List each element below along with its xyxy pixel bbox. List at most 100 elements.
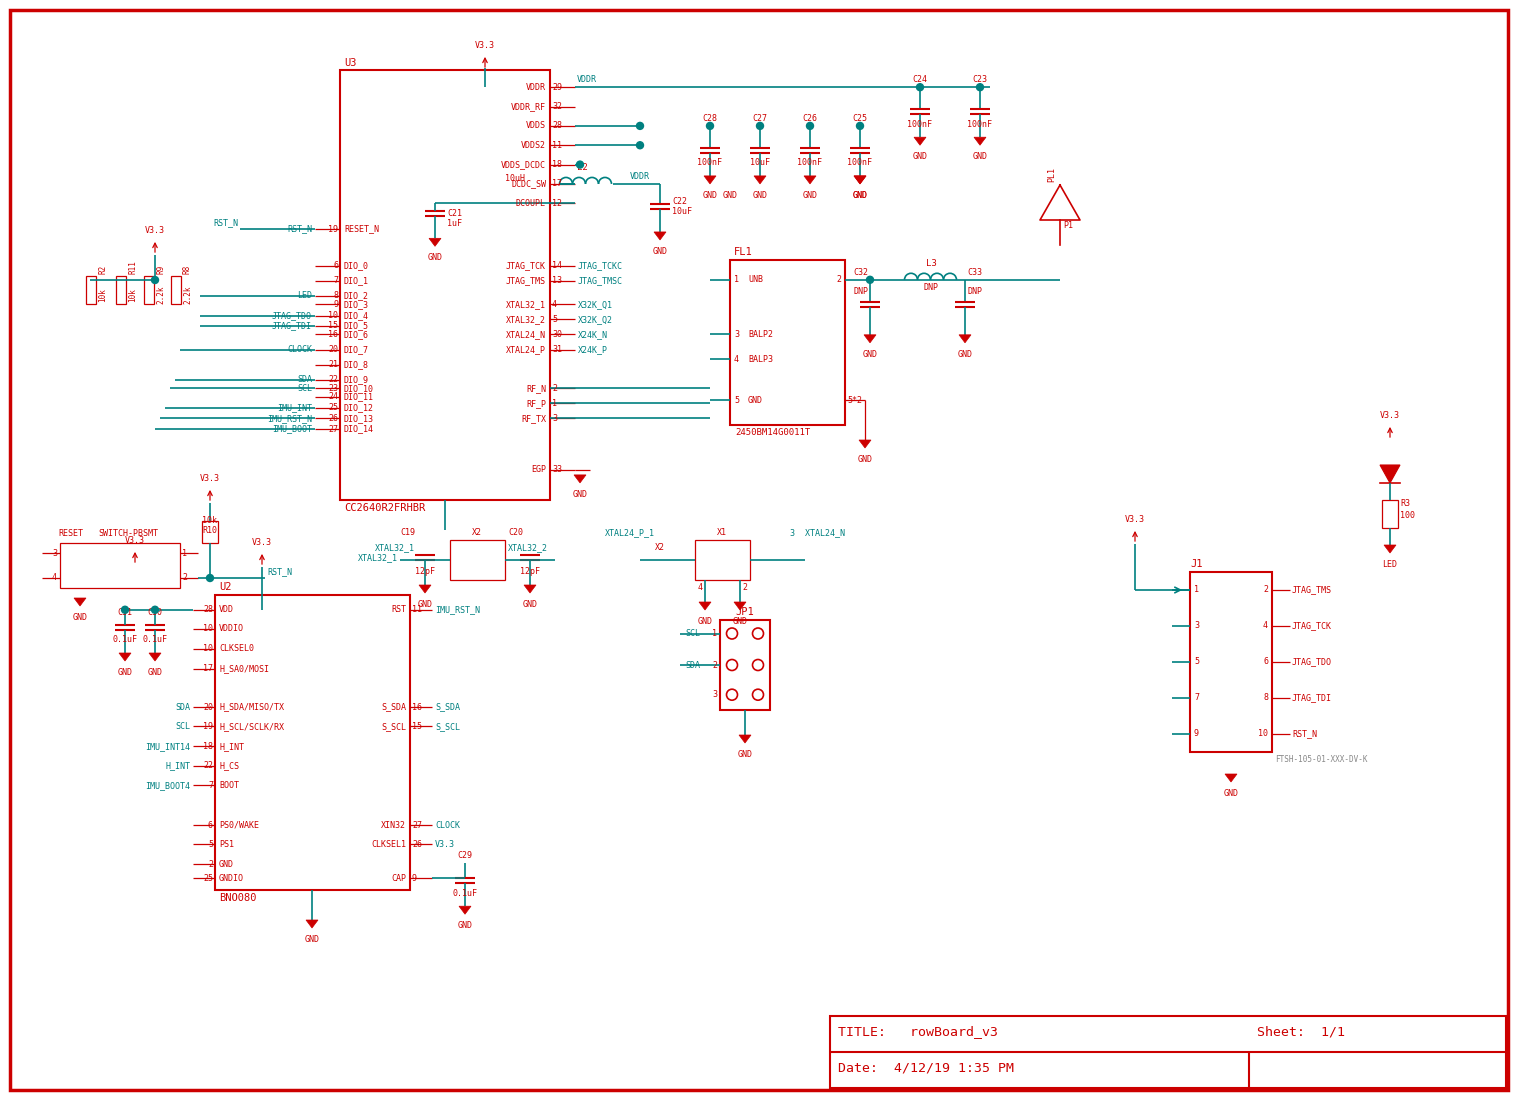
Text: 29: 29: [553, 82, 562, 91]
Text: P1: P1: [1063, 220, 1073, 230]
Text: DIO_14: DIO_14: [345, 425, 373, 433]
Text: 2: 2: [712, 660, 716, 670]
Text: PL1: PL1: [1047, 167, 1057, 182]
Text: DIO_0: DIO_0: [345, 261, 369, 271]
Text: 15: 15: [411, 722, 422, 730]
Text: DIO_7: DIO_7: [345, 345, 369, 354]
Text: GND: GND: [417, 600, 433, 609]
Bar: [449, 540, 505, 580]
Text: C30: C30: [147, 608, 162, 617]
Text: 1: 1: [1195, 585, 1199, 594]
Text: 8: 8: [332, 292, 339, 300]
Text: 6: 6: [332, 261, 339, 271]
Text: VDDS: VDDS: [527, 121, 546, 131]
Text: LED: LED: [298, 292, 313, 300]
Text: BNO080: BNO080: [219, 893, 257, 903]
Circle shape: [206, 574, 214, 582]
Text: 26: 26: [328, 414, 339, 422]
Text: 18: 18: [553, 161, 562, 169]
Text: 0.1uF: 0.1uF: [452, 889, 478, 898]
Text: 10k: 10k: [202, 516, 217, 525]
Text: 4: 4: [698, 583, 703, 592]
Text: 23: 23: [328, 384, 339, 393]
Text: DIO_9: DIO_9: [345, 375, 369, 384]
Text: JTAG_TMS: JTAG_TMS: [1292, 585, 1331, 594]
Text: J1: J1: [1190, 559, 1202, 569]
Text: R2: R2: [99, 265, 106, 274]
Text: DNP: DNP: [967, 287, 982, 296]
Text: CLKSEL0: CLKSEL0: [219, 645, 254, 653]
Text: FTSH-105-01-XXX-DV-K: FTSH-105-01-XXX-DV-K: [1275, 755, 1368, 764]
Text: 12pF: 12pF: [521, 568, 540, 576]
Circle shape: [636, 142, 644, 148]
Polygon shape: [704, 176, 716, 184]
Text: R8: R8: [184, 265, 191, 274]
Text: H_INT: H_INT: [165, 761, 190, 770]
Text: CC2640R2FRHBR: CC2640R2FRHBR: [345, 503, 425, 513]
Text: 10: 10: [328, 311, 339, 320]
Text: GND: GND: [1224, 789, 1239, 797]
Text: 7: 7: [208, 781, 213, 790]
Bar: [1381, 500, 1398, 528]
Text: 3: 3: [735, 330, 739, 339]
Text: RST_N: RST_N: [1292, 729, 1318, 738]
Text: R11: R11: [128, 260, 137, 274]
Text: 3: 3: [553, 414, 557, 422]
Text: 21: 21: [328, 360, 339, 368]
Bar: [695, 540, 750, 580]
Circle shape: [976, 84, 984, 90]
Text: PS1: PS1: [219, 839, 234, 849]
Text: GND: GND: [219, 859, 234, 869]
Text: 10uF: 10uF: [750, 158, 770, 167]
Text: C31: C31: [117, 608, 132, 617]
Text: 20: 20: [203, 703, 213, 712]
Text: C25: C25: [853, 114, 867, 123]
Polygon shape: [805, 176, 817, 184]
Text: CLOCK: CLOCK: [287, 345, 313, 354]
Text: SCL: SCL: [685, 629, 700, 638]
Text: SCL: SCL: [175, 722, 190, 730]
Bar: [172, 276, 181, 304]
Text: 4: 4: [52, 573, 58, 583]
Text: GND: GND: [457, 921, 472, 931]
Text: IMU_BOOT: IMU_BOOT: [272, 425, 313, 433]
Text: 11: 11: [411, 605, 422, 614]
Text: 5*2: 5*2: [847, 396, 862, 405]
Text: 4: 4: [735, 354, 739, 363]
Bar: [144, 276, 153, 304]
Text: 3  XTAL24_N: 3 XTAL24_N: [789, 528, 846, 537]
Text: 5: 5: [553, 315, 557, 323]
Text: GND: GND: [748, 396, 764, 405]
Text: V3.3: V3.3: [1380, 411, 1400, 420]
Text: 26: 26: [411, 839, 422, 849]
Polygon shape: [1384, 544, 1397, 553]
Text: LED: LED: [1383, 560, 1398, 569]
Text: 1: 1: [182, 549, 187, 558]
Text: GND: GND: [738, 750, 753, 759]
Polygon shape: [307, 920, 317, 928]
Text: BOOT: BOOT: [219, 781, 238, 790]
Text: JTAG_TMS: JTAG_TMS: [505, 276, 546, 285]
Text: 28: 28: [553, 121, 562, 131]
Text: 10k: 10k: [128, 288, 137, 301]
Text: GND: GND: [973, 152, 988, 162]
Text: JTAG_TDI: JTAG_TDI: [1292, 693, 1331, 703]
Text: X32K_Q1: X32K_Q1: [578, 300, 613, 309]
Text: SDA: SDA: [685, 660, 700, 670]
Text: 18: 18: [203, 741, 213, 751]
Text: H_INT: H_INT: [219, 741, 244, 751]
Text: S_SCL: S_SCL: [381, 722, 405, 730]
Text: 31: 31: [553, 345, 562, 354]
Text: 100nF: 100nF: [847, 158, 873, 167]
Text: 12: 12: [553, 199, 562, 208]
Text: GND: GND: [853, 191, 867, 200]
Text: C27: C27: [753, 114, 768, 123]
Circle shape: [706, 122, 713, 130]
Text: 4: 4: [553, 300, 557, 309]
Bar: [202, 521, 219, 543]
Text: GND: GND: [703, 191, 718, 200]
Text: SDA: SDA: [175, 703, 190, 712]
Text: XTAL24_N: XTAL24_N: [505, 330, 546, 339]
Polygon shape: [524, 585, 536, 593]
Polygon shape: [654, 232, 666, 240]
